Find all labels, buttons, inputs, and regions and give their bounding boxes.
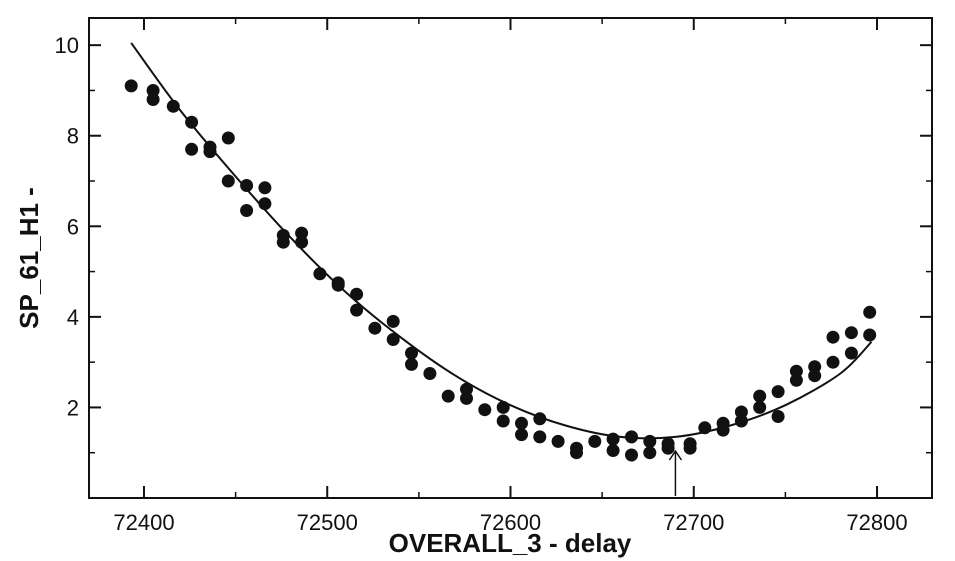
- data-point: [643, 446, 657, 460]
- data-point: [313, 267, 327, 281]
- plot-area: [88, 17, 933, 499]
- data-point: [350, 303, 364, 317]
- data-point: [863, 305, 877, 319]
- data-point: [771, 410, 785, 423]
- x-tick-label: 72800: [846, 510, 907, 535]
- data-point: [844, 346, 858, 360]
- y-tick-label: 4: [67, 305, 79, 330]
- data-point: [423, 367, 437, 380]
- data-point: [221, 174, 235, 188]
- data-point: [588, 434, 602, 448]
- y-tick-labels: 2 4 6 8 10: [55, 33, 79, 420]
- data-point: [606, 432, 620, 446]
- data-point: [276, 235, 290, 249]
- data-point: [863, 328, 877, 342]
- data-point: [826, 330, 840, 344]
- data-points: [124, 79, 877, 462]
- data-point: [789, 373, 803, 387]
- data-point: [496, 414, 510, 428]
- data-point: [844, 326, 858, 340]
- data-point: [478, 403, 492, 417]
- y-axis-title: SP_61_H1 -: [14, 187, 44, 329]
- annotations: [668, 449, 683, 496]
- data-point: [643, 434, 657, 448]
- data-point: [350, 287, 364, 301]
- x-axis-title: OVERALL_3 - delay: [389, 528, 632, 558]
- data-point: [185, 142, 199, 156]
- data-point: [221, 131, 235, 145]
- x-tick-label: 72700: [663, 510, 724, 535]
- data-point: [551, 434, 565, 448]
- data-point: [734, 405, 748, 419]
- data-point: [625, 448, 638, 462]
- data-point: [826, 355, 840, 369]
- y-tick-label: 10: [55, 33, 79, 58]
- data-point: [533, 430, 547, 444]
- data-point: [789, 364, 803, 378]
- data-point: [146, 93, 160, 106]
- data-point: [185, 115, 199, 129]
- data-point: [124, 79, 138, 93]
- data-point: [203, 145, 217, 159]
- data-point: [460, 382, 473, 396]
- y-tick-label: 6: [67, 214, 79, 239]
- data-point: [753, 389, 767, 403]
- data-point: [258, 181, 272, 195]
- data-point: [515, 416, 528, 430]
- data-point: [698, 421, 712, 435]
- data-point: [533, 412, 547, 426]
- x-tick-label: 72400: [113, 510, 174, 535]
- data-point: [683, 441, 697, 455]
- data-point: [570, 446, 583, 460]
- data-point: [460, 391, 473, 405]
- data-point: [166, 99, 180, 113]
- data-point: [808, 360, 822, 374]
- data-point: [405, 346, 418, 360]
- data-point: [331, 278, 345, 292]
- data-point: [808, 369, 822, 383]
- y-tick-label: 8: [67, 124, 79, 149]
- y-tick-label: 2: [67, 395, 79, 420]
- data-point: [368, 321, 382, 335]
- data-point: [441, 389, 455, 403]
- data-point: [386, 333, 400, 346]
- fit-curve: [130, 42, 873, 440]
- data-point: [295, 235, 309, 249]
- axis-ticks: [89, 18, 932, 498]
- data-point: [240, 179, 254, 192]
- arrow-marker: [668, 449, 683, 496]
- data-point: [146, 84, 160, 97]
- plot-frame: [88, 17, 933, 499]
- x-tick-labels: 72400 72500 72600 72700 72800: [113, 510, 907, 535]
- data-point: [295, 226, 309, 240]
- data-point: [753, 400, 767, 414]
- data-point: [734, 414, 748, 428]
- data-point: [258, 197, 272, 211]
- data-point: [496, 400, 510, 414]
- data-point: [386, 314, 400, 328]
- data-point: [240, 204, 254, 217]
- data-point: [771, 385, 785, 399]
- data-point: [625, 430, 638, 444]
- data-point: [661, 441, 675, 455]
- x-tick-label: 72500: [297, 510, 358, 535]
- x-tick-label: 72600: [480, 510, 541, 535]
- data-point: [606, 444, 620, 457]
- data-point: [515, 428, 528, 442]
- data-point: [716, 423, 730, 437]
- data-point: [405, 357, 418, 371]
